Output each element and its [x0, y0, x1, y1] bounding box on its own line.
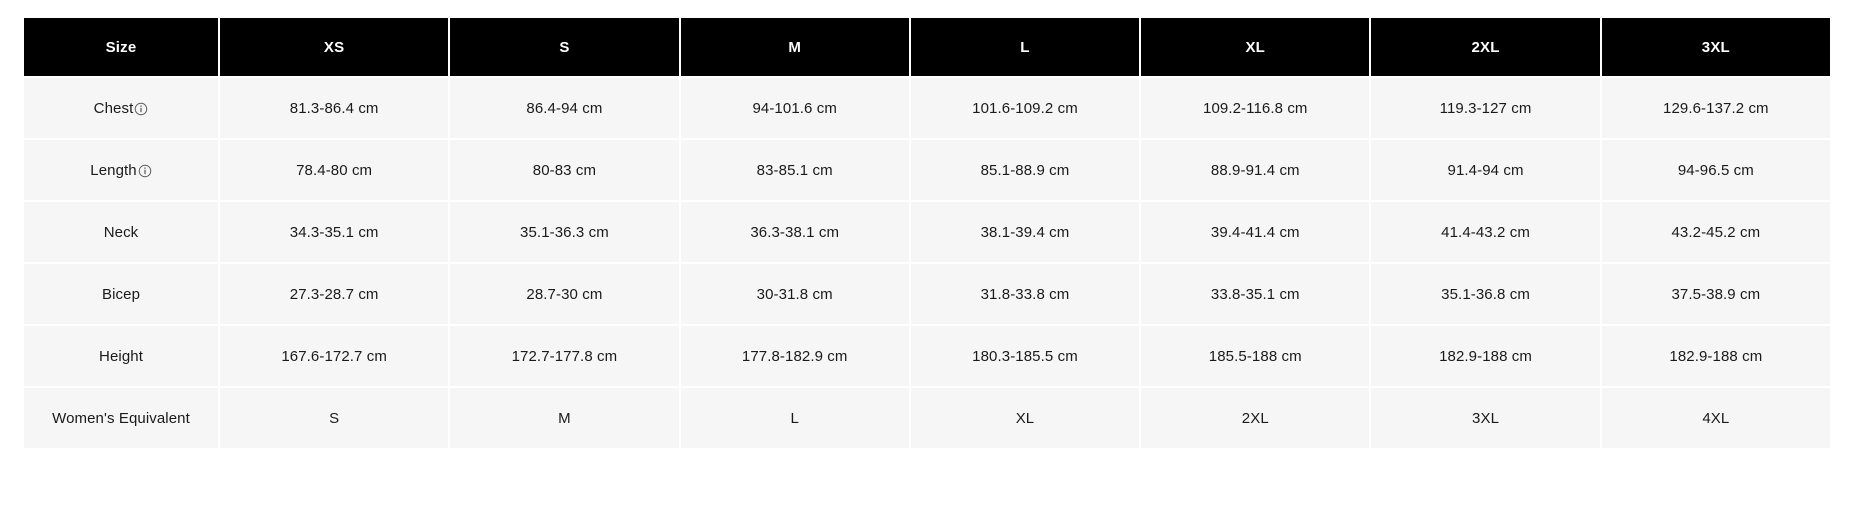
table-cell: 39.4-41.4 cm [1141, 202, 1370, 262]
table-cell: 177.8-182.9 cm [680, 326, 909, 386]
row-label-wrap: Height [99, 348, 143, 365]
table-cell: 2XL [1141, 388, 1370, 448]
table-cell: 185.5-188 cm [1141, 326, 1370, 386]
table-cell: 78.4-80 cm [220, 140, 449, 200]
table-cell: 88.9-91.4 cm [1141, 140, 1370, 200]
table-cell: 167.6-172.7 cm [220, 326, 449, 386]
table-cell: 109.2-116.8 cm [1141, 78, 1370, 138]
row-label-text: Bicep [101, 285, 141, 303]
info-circle-icon[interactable] [134, 102, 148, 116]
table-cell: 101.6-109.2 cm [910, 78, 1140, 138]
table-cell: 94-96.5 cm [1601, 140, 1830, 200]
table-cell: L [680, 388, 909, 448]
table-cell: 80-83 cm [450, 140, 679, 200]
table-cell: 91.4-94 cm [1371, 140, 1600, 200]
column-header-size: Size [24, 18, 218, 76]
table-cell: XL [910, 388, 1140, 448]
table-row: Height 167.6-172.7 cm 172.7-177.8 cm 177.8-… [24, 326, 1830, 386]
column-header-s: S [450, 18, 679, 76]
row-label-wrap: Length [90, 162, 151, 179]
table-cell: 119.3-127 cm [1371, 78, 1600, 138]
table-cell: S [220, 388, 449, 448]
column-header-3xl: 3XL [1601, 18, 1830, 76]
table-cell: 35.1-36.8 cm [1371, 264, 1600, 324]
table-cell: 129.6-137.2 cm [1601, 78, 1830, 138]
table-cell: 43.2-45.2 cm [1601, 202, 1830, 262]
table-cell: 86.4-94 cm [450, 78, 679, 138]
column-header-m: M [680, 18, 909, 76]
table-cell: 34.3-35.1 cm [220, 202, 449, 262]
row-header-bicep: Bicep [24, 264, 218, 324]
table-row: Bicep 27.3-28.7 cm 28.7-30 cm 30-31.8 cm 31.… [24, 264, 1830, 324]
row-label-wrap: Neck [104, 224, 139, 241]
table-cell: 35.1-36.3 cm [450, 202, 679, 262]
table-cell: 3XL [1371, 388, 1600, 448]
row-label-wrap: Bicep [102, 286, 140, 303]
table-cell: 4XL [1601, 388, 1830, 448]
table-cell: 94-101.6 cm [680, 78, 909, 138]
row-label-wrap: Women's Equivalent [52, 410, 190, 427]
table-cell: 36.3-38.1 cm [680, 202, 909, 262]
column-header-l: L [910, 18, 1140, 76]
table-cell: 85.1-88.9 cm [910, 140, 1140, 200]
table-row: Chest 81.3-86.4 cm 86.4-94 cm 94-101.6 cm 10… [24, 78, 1830, 138]
table-cell: 30-31.8 cm [680, 264, 909, 324]
table-header: Size XS S M L XL 2XL 3XL [24, 18, 1830, 76]
row-label-wrap: Chest [94, 100, 149, 117]
row-label-text: Women's Equivalent [52, 409, 190, 427]
table-cell: 182.9-188 cm [1601, 326, 1830, 386]
table-cell: 81.3-86.4 cm [220, 78, 449, 138]
table-cell: 28.7-30 cm [450, 264, 679, 324]
row-header-chest: Chest [24, 78, 218, 138]
table-cell: 41.4-43.2 cm [1371, 202, 1600, 262]
row-header-height: Height [24, 326, 218, 386]
table-header-row: Size XS S M L XL 2XL 3XL [24, 18, 1830, 76]
table-cell: 27.3-28.7 cm [220, 264, 449, 324]
column-header-2xl: 2XL [1371, 18, 1600, 76]
table-cell: 33.8-35.1 cm [1141, 264, 1370, 324]
table-cell: M [450, 388, 679, 448]
row-header-length: Length [24, 140, 218, 200]
column-header-xs: XS [220, 18, 449, 76]
table-row: Women's Equivalent S M L XL 2XL 3XL 4XL [24, 388, 1830, 448]
table-cell: 31.8-33.8 cm [910, 264, 1140, 324]
info-circle-icon[interactable] [138, 164, 152, 178]
table-cell: 182.9-188 cm [1371, 326, 1600, 386]
column-header-xl: XL [1141, 18, 1370, 76]
table-cell: 37.5-38.9 cm [1601, 264, 1830, 324]
row-header-neck: Neck [24, 202, 218, 262]
table-row: Length 78.4-80 cm 80-83 cm 83-85.1 cm 85.1-8… [24, 140, 1830, 200]
table-cell: 180.3-185.5 cm [910, 326, 1140, 386]
table-cell: 83-85.1 cm [680, 140, 909, 200]
table-body: Chest 81.3-86.4 cm 86.4-94 cm 94-101.6 cm 10… [24, 78, 1830, 448]
row-label-text: Neck [103, 223, 139, 241]
table-row: Neck 34.3-35.1 cm 35.1-36.3 cm 36.3-38.1 cm… [24, 202, 1830, 262]
row-header-women-s-equivalent: Women's Equivalent [24, 388, 218, 448]
table-cell: 172.7-177.8 cm [450, 326, 679, 386]
row-label-text: Height [99, 347, 143, 365]
table-cell: 38.1-39.4 cm [910, 202, 1140, 262]
size-chart-table: Size XS S M L XL 2XL 3XL Chest 81.3-86.4 cm 86.4-… [22, 16, 1832, 450]
row-label-text: Chest [93, 99, 134, 117]
row-label-text: Length [90, 161, 137, 179]
